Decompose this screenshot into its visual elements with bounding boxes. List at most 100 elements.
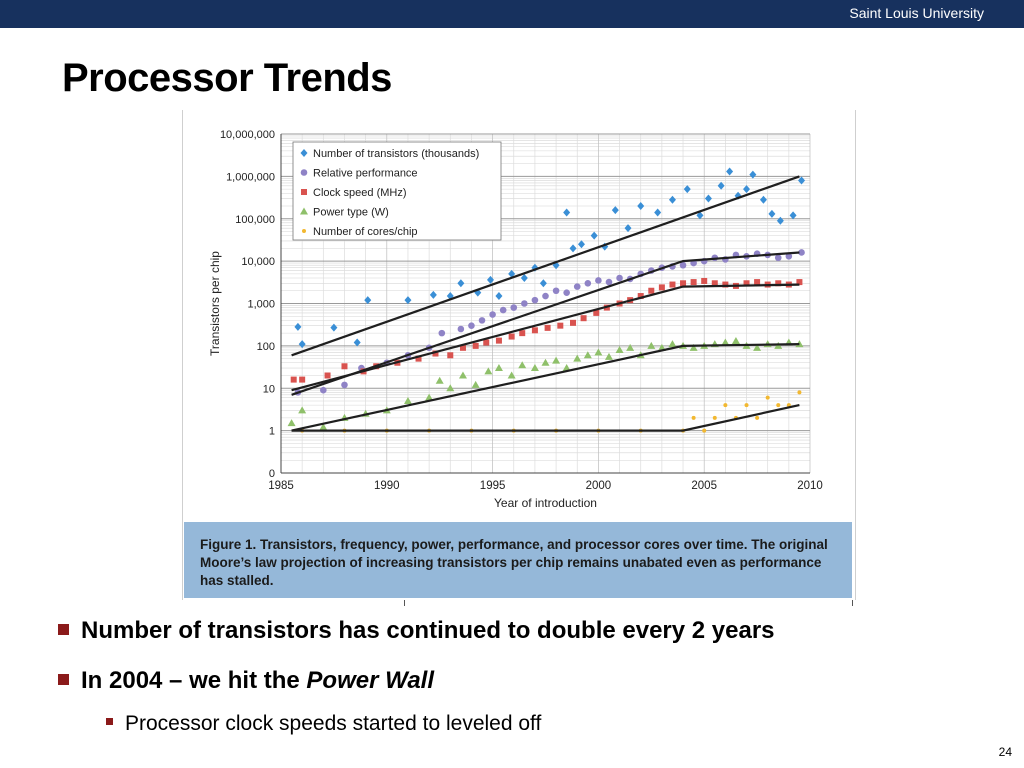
x-tick-label: 2010 <box>797 480 823 492</box>
legend-marker <box>300 207 308 215</box>
sub-bullet-text: Processor clock speeds started to levele… <box>125 712 542 735</box>
data-point <box>544 324 551 331</box>
data-point <box>775 280 782 287</box>
data-point <box>573 354 582 362</box>
bullet-item: In 2004 – we hit the Power Wall <box>58 667 958 695</box>
trend-line <box>291 175 800 357</box>
data-point <box>615 345 624 353</box>
data-point <box>478 317 486 324</box>
data-point <box>495 337 502 344</box>
data-point <box>679 261 687 269</box>
data-point <box>743 280 750 287</box>
data-point <box>562 364 571 372</box>
data-point <box>489 311 496 318</box>
data-point <box>563 208 571 217</box>
bullet-emphasis: Power Wall <box>306 667 435 694</box>
data-point <box>531 296 539 304</box>
data-point <box>658 284 665 291</box>
data-point <box>299 376 306 383</box>
data-point <box>499 306 507 314</box>
x-tick-label: 2000 <box>586 480 612 492</box>
y-tick-label: 100,000 <box>235 214 275 226</box>
slide-title: Processor Trends <box>62 56 392 100</box>
data-point <box>768 209 776 218</box>
data-point <box>583 351 592 359</box>
data-point <box>472 342 479 349</box>
x-tick-label: 1995 <box>480 480 506 492</box>
data-point <box>696 211 704 220</box>
data-point <box>637 201 645 210</box>
y-tick-label: 100 <box>257 341 275 353</box>
data-point <box>457 325 465 333</box>
data-point <box>774 254 782 262</box>
bullet-text: Number of transistors has continued to d… <box>81 617 775 644</box>
data-point <box>776 403 781 408</box>
legend-label: Number of transistors (thousands) <box>313 148 479 160</box>
trend-line <box>291 283 800 392</box>
data-point <box>595 277 602 284</box>
data-point <box>539 279 547 288</box>
data-point <box>680 280 687 287</box>
legend-box <box>292 141 502 241</box>
data-point <box>798 249 805 256</box>
trend-line <box>291 404 800 432</box>
data-point <box>624 224 632 233</box>
sub-bullet-square-icon <box>106 718 113 725</box>
data-point <box>425 393 434 401</box>
data-point <box>518 361 527 369</box>
data-point <box>611 206 619 215</box>
data-point <box>521 300 528 307</box>
data-point <box>447 352 454 359</box>
bullet-square-icon <box>58 624 69 635</box>
data-point <box>648 287 655 294</box>
data-point <box>797 390 802 395</box>
data-point <box>324 372 331 379</box>
figure-tick-left <box>404 600 405 606</box>
data-point <box>446 384 455 392</box>
data-point <box>593 309 600 316</box>
legend-label: Relative performance <box>313 168 418 180</box>
data-point <box>691 415 696 420</box>
data-point <box>669 281 676 288</box>
data-point <box>594 348 603 356</box>
data-point <box>298 406 307 414</box>
data-point <box>483 339 490 346</box>
data-point <box>689 343 698 351</box>
data-point <box>795 340 804 348</box>
legend-marker <box>302 229 306 233</box>
caption-label: Figure 1. <box>200 537 257 552</box>
figure-panel: 10,000,000 1,000,000 100,000 10,000 1,000 100… <box>182 110 856 600</box>
data-point <box>723 403 728 408</box>
y-tick-label: 10 <box>263 383 275 395</box>
data-point <box>690 279 697 286</box>
data-point <box>330 323 338 332</box>
legend-label: Number of cores/chip <box>313 226 418 238</box>
data-point <box>432 350 439 357</box>
data-point <box>364 296 372 305</box>
data-point <box>530 364 539 372</box>
data-point <box>519 330 526 337</box>
x-axis-label: Year of introduction <box>494 496 597 510</box>
data-point <box>341 381 348 389</box>
data-point <box>573 283 581 290</box>
data-point <box>457 279 465 288</box>
data-point <box>717 181 725 190</box>
data-point <box>584 279 592 287</box>
data-point <box>508 269 516 278</box>
data-point <box>290 376 297 383</box>
data-point <box>319 423 328 431</box>
y-tick-label: 10,000 <box>241 256 275 268</box>
data-point <box>683 185 691 194</box>
data-point <box>438 329 446 337</box>
y-tick-label: 1,000,000 <box>226 171 275 183</box>
data-point <box>744 403 749 408</box>
figure-caption: Figure 1. Transistors, frequency, power,… <box>184 522 852 598</box>
legend-marker <box>300 169 308 176</box>
data-point <box>458 371 467 379</box>
data-point <box>495 292 503 301</box>
bullet-square-icon <box>58 674 69 685</box>
data-point <box>563 289 570 296</box>
bullet-text: In 2004 – we hit the <box>81 667 307 694</box>
data-point <box>542 292 549 300</box>
data-point <box>298 340 306 349</box>
